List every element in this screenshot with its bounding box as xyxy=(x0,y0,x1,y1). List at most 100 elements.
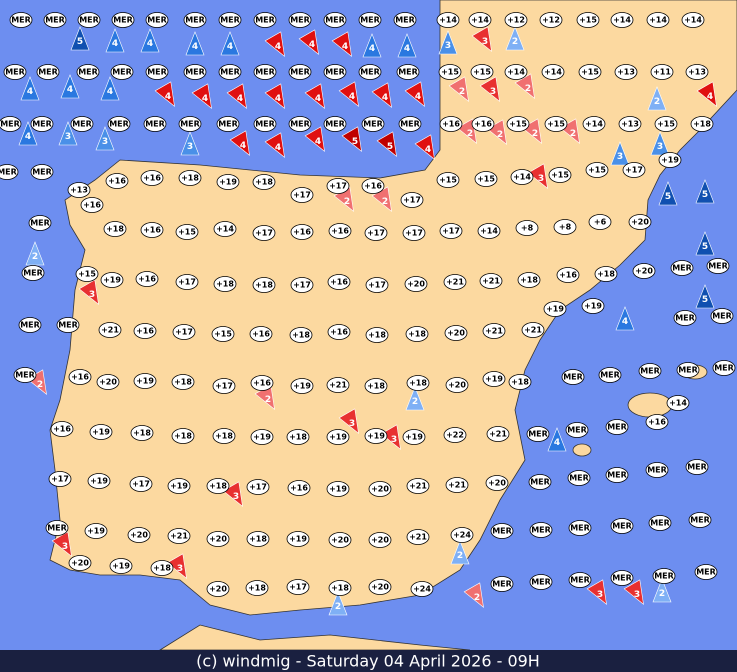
wind-triangle xyxy=(51,531,72,557)
station-label: MER xyxy=(290,120,310,129)
station: MER xyxy=(145,12,169,28)
station: +17 xyxy=(290,187,314,203)
station-oval xyxy=(685,64,709,80)
station-oval xyxy=(445,377,469,393)
station-label: +19 xyxy=(329,485,347,494)
station: MER xyxy=(56,317,80,333)
wind-arrow: 3 xyxy=(51,531,72,557)
station-label: +16 xyxy=(136,327,154,336)
station-oval xyxy=(444,325,468,341)
station-oval xyxy=(529,522,553,538)
station: +18 xyxy=(365,327,389,343)
station-label: +8 xyxy=(521,224,534,233)
station-label: +19 xyxy=(90,477,108,486)
wind-triangle xyxy=(450,540,470,565)
station-label: +21 xyxy=(101,326,119,335)
station: +21 xyxy=(167,528,191,544)
station-label: +17 xyxy=(293,281,311,290)
station: +16 xyxy=(645,414,669,430)
station: +20 xyxy=(206,531,230,547)
station-label: +15 xyxy=(588,166,606,175)
station-label: +18 xyxy=(153,564,171,573)
station-label: MER xyxy=(180,120,200,129)
footer-text: (c) windmig - Saturday 04 April 2026 - 0… xyxy=(196,652,540,671)
station: +13 xyxy=(685,64,709,80)
station-label: MER xyxy=(32,120,52,129)
station-oval xyxy=(364,378,388,394)
station-label: +16 xyxy=(143,174,161,183)
station-label: MER xyxy=(147,68,167,77)
station: MER xyxy=(694,564,718,580)
station: MER xyxy=(253,116,277,132)
station-oval xyxy=(581,298,605,314)
wind-force: 2 xyxy=(457,551,463,561)
station-label: MER xyxy=(647,466,667,475)
station-oval xyxy=(75,266,99,282)
wind-force: 4 xyxy=(202,94,208,104)
station-oval xyxy=(218,12,242,28)
wind-triangle xyxy=(514,73,535,99)
wind-triangle xyxy=(304,126,325,152)
station: +21 xyxy=(98,322,122,338)
station: +21 xyxy=(443,274,467,290)
station-oval xyxy=(650,64,674,80)
station-label: +16 xyxy=(648,418,666,427)
wind-arrow: 4 xyxy=(338,81,359,107)
station-label: +17 xyxy=(178,278,196,287)
wind-force: 2 xyxy=(37,380,43,390)
station-label: +21 xyxy=(524,326,542,335)
station: +14 xyxy=(436,12,460,28)
station: +16 xyxy=(80,197,104,213)
wind-triangle xyxy=(220,31,240,56)
station: +15 xyxy=(175,224,199,240)
station: +14 xyxy=(468,12,492,28)
station: +19 xyxy=(543,301,567,317)
station-oval xyxy=(130,425,154,441)
station-label: +19 xyxy=(293,382,311,391)
station: +15 xyxy=(438,64,462,80)
station-oval xyxy=(326,178,350,194)
station: +20 xyxy=(628,214,652,230)
wind-arrow: 2 xyxy=(450,540,470,565)
station-oval xyxy=(206,581,230,597)
station-label: +17 xyxy=(625,166,643,175)
station: +21 xyxy=(482,323,506,339)
station-oval xyxy=(171,374,195,390)
wind-force: 4 xyxy=(315,137,321,147)
station-oval xyxy=(439,223,463,239)
station: +18 xyxy=(517,272,541,288)
station-label: +20 xyxy=(371,583,389,592)
station-oval xyxy=(439,116,463,132)
station: MER xyxy=(9,12,33,28)
station-label: MER xyxy=(11,16,31,25)
wind-force: 4 xyxy=(707,92,713,102)
station-label: +17 xyxy=(368,281,386,290)
station-oval xyxy=(206,531,230,547)
station-oval xyxy=(610,12,634,28)
station-label: MER xyxy=(255,68,275,77)
wind-triangle xyxy=(404,81,425,107)
station-label: MER xyxy=(687,463,707,472)
station-label: +18 xyxy=(292,331,310,340)
station-label: MER xyxy=(492,527,512,536)
station-label: MER xyxy=(563,373,583,382)
wind-arrow: 3 xyxy=(527,163,548,189)
station: MER xyxy=(111,12,135,28)
station: +16 xyxy=(556,267,580,283)
station: +18 xyxy=(178,170,202,186)
station-label: +20 xyxy=(447,329,465,338)
station: MER xyxy=(358,12,382,28)
station-label: +19 xyxy=(329,433,347,442)
wind-force: 4 xyxy=(112,39,118,49)
station-oval xyxy=(328,532,352,548)
station: MER xyxy=(107,116,131,132)
station-oval xyxy=(327,274,351,290)
station: +20 xyxy=(96,374,120,390)
wind-triangle xyxy=(559,118,580,144)
station-oval xyxy=(50,421,74,437)
wind-force: 2 xyxy=(512,37,518,47)
station-label: +15 xyxy=(581,68,599,77)
station-label: +19 xyxy=(485,375,503,384)
station-label: +19 xyxy=(87,527,105,536)
station-label: +19 xyxy=(367,432,385,441)
